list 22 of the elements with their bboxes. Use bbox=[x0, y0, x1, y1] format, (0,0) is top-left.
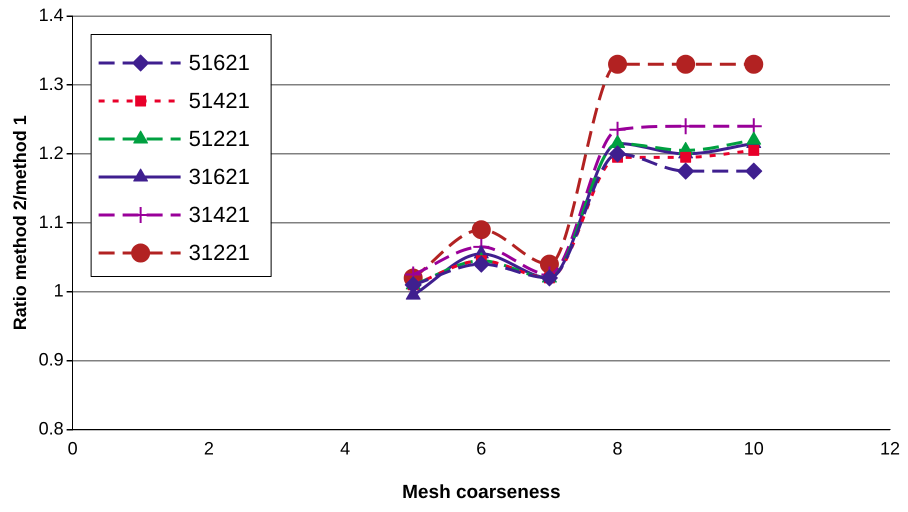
y-tick-label: 1 bbox=[54, 280, 64, 301]
legend-label: 31221 bbox=[188, 240, 250, 266]
y-axis-title: Ratio method 2/method 1 bbox=[10, 115, 30, 330]
y-tick-label: 1.2 bbox=[38, 142, 64, 163]
legend-label: 51421 bbox=[188, 88, 250, 114]
legend-label: 31421 bbox=[188, 202, 250, 228]
x-tick-label: 8 bbox=[612, 438, 623, 458]
y-tick-label: 0.9 bbox=[38, 350, 64, 370]
x-tick-label: 4 bbox=[340, 438, 350, 458]
y-tick-label: 1.3 bbox=[38, 74, 64, 94]
legend-label: 51221 bbox=[188, 126, 250, 152]
legend-label: 31621 bbox=[188, 164, 250, 190]
y-tick-label: 0.8 bbox=[38, 418, 64, 439]
x-tick-label: 10 bbox=[744, 438, 764, 458]
y-tick-label: 1.4 bbox=[38, 4, 64, 25]
y-tick-label: 1.1 bbox=[38, 212, 64, 232]
legend-label: 51621 bbox=[188, 50, 250, 76]
x-tick-label: 2 bbox=[204, 438, 214, 458]
x-tick-label: 0 bbox=[68, 438, 78, 458]
x-axis-title: Mesh coarseness bbox=[402, 482, 561, 503]
x-tick-label: 12 bbox=[880, 438, 900, 458]
x-tick-label: 6 bbox=[476, 438, 486, 458]
